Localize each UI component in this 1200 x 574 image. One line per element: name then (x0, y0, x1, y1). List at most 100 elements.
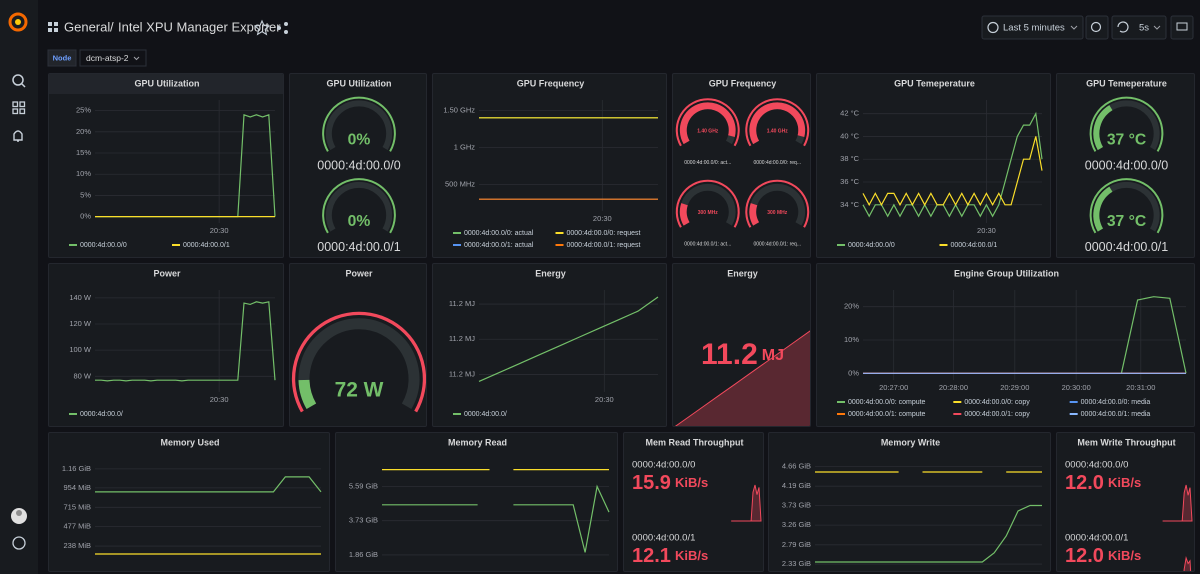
legend-label: 0000:4d:00.0/0: compute (848, 399, 926, 406)
series-name: 0000:4d:00.0/0 (632, 460, 695, 471)
y-tick-label: 3.73 GiB (782, 500, 811, 509)
breadcrumb-folder[interactable]: General (64, 19, 110, 34)
zoom-icon (1090, 21, 1102, 33)
gauge-threshold (1089, 96, 1164, 152)
panel-title: Engine Group Utilization (954, 268, 1059, 278)
stat-value: 12.0 KiB/s (1065, 472, 1141, 494)
star-button[interactable] (253, 19, 271, 36)
stat-number: 12.1 (632, 545, 671, 567)
panel[interactable]: Engine Group Utilization 0% 10% 20% 20:27:00… (816, 263, 1195, 427)
panel[interactable]: Memory Write 2.33 GiB 2.79 GiB 3.26 GiB 3.73… (768, 432, 1051, 572)
y-tick-label: 715 MiB (63, 502, 91, 511)
panel-canvas: Memory Used 238 MiB 477 MiB 715 MiB 954 MiB 1… (62, 437, 322, 555)
gauge-value (679, 203, 690, 226)
series-line (862, 111, 1043, 218)
y-tick-label: 120 W (69, 319, 92, 328)
panel[interactable]: Mem Read Throughput 0000:4d:00.0/0 15.9 KiB… (623, 432, 764, 572)
panel[interactable]: Energy 11.2 MJ 11.2 MJ 11.2 MJ 20:30 0000:4d:… (432, 263, 667, 427)
panel[interactable]: GPU Temeperature 34 °C 36 °C 38 °C 40 °C 42 °… (816, 73, 1051, 258)
caret (1070, 25, 1078, 30)
panel-canvas: Engine Group Utilization 0% 10% 20% 20:27:00… (837, 268, 1187, 418)
panel[interactable]: GPU Frequency 1.40 GHz 0000:4d:00.0/0: act… (672, 73, 811, 258)
panel[interactable]: GPU Utilization 0% 0000:4d:00.0/0 0% 0000:4d… (289, 73, 427, 258)
y-tick-label: 42 °C (840, 109, 859, 118)
alerting-icon[interactable] (13, 130, 23, 142)
panel-title: Energy (727, 268, 758, 278)
panel-canvas: Mem Read Throughput 0000:4d:00.0/015.9 KiB… (632, 437, 762, 567)
y-tick-label: 3.26 GiB (782, 520, 811, 529)
panel-canvas: Energy 11.2 MJ (674, 268, 810, 426)
panel[interactable]: Memory Read 1.86 GiB 3.73 GiB 5.59 GiB (335, 432, 618, 572)
series-line (478, 296, 659, 382)
panel[interactable]: GPU Temeperature 37 °C 0000:4d:00.0/0 37 °C… (1056, 73, 1195, 258)
share-button[interactable] (277, 22, 288, 34)
y-tick-label: 1 GHz (454, 142, 476, 151)
panel[interactable]: Power 72 W (289, 263, 427, 427)
variable-label: Node (53, 53, 72, 62)
gauge-value-label: 37 °C (1107, 131, 1146, 148)
panel-canvas: GPU Utilization 0% 0000:4d:00.0/0 0% 0000:4d… (317, 78, 400, 254)
gauge-name: 0000:4d:00.0/1: req... (753, 242, 801, 248)
series-line (95, 301, 276, 382)
stat-number: 11.2 (701, 338, 758, 371)
panel[interactable]: GPU Frequency 500 MHz 1 GHz 1.50 GHz 20:30 00… (432, 73, 667, 258)
x-tick-label: 20:30 (210, 226, 229, 235)
gauge-value-label: 1.40 GHz (767, 129, 789, 135)
x-tick-label: 20:28:00 (939, 383, 968, 392)
variable-value: dcm-atsp-2 (86, 53, 129, 63)
help-icon[interactable] (12, 536, 26, 550)
gauge-value-label: 1.40 GHz (697, 129, 719, 135)
refresh-picker[interactable] (1111, 15, 1167, 40)
legend-label: 0000:4d:00.0/1: request (567, 242, 641, 249)
panel-title: GPU Frequency (709, 78, 777, 88)
legend-label: 0000:4d:00.0/0: actual (464, 230, 534, 237)
y-tick-label: 80 W (73, 371, 91, 380)
tv-mode-button[interactable] (1170, 15, 1194, 40)
y-tick-label: 0% (80, 212, 91, 221)
gauge-value-label: 0% (348, 213, 371, 230)
y-tick-label: 15% (76, 148, 91, 157)
stat-value: 12.1 KiB/s (632, 545, 708, 567)
stat-value: 12.0 KiB/s (1065, 545, 1141, 567)
variable-select[interactable] (79, 49, 147, 67)
time-picker[interactable] (981, 15, 1084, 40)
y-tick-label: 238 MiB (63, 541, 91, 550)
y-tick-label: 11.2 MJ (449, 369, 475, 378)
panel[interactable]: Memory Used 238 MiB 477 MiB 715 MiB 954 MiB 1… (48, 432, 330, 572)
panel[interactable]: Power 80 W 100 W 120 W 140 W 20:30 0000:4d:00.… (48, 263, 284, 427)
panel[interactable]: Mem Write Throughput 0000:4d:00.0/0 12.0 Ki… (1056, 432, 1195, 572)
stat-unit: KiB/s (675, 548, 708, 563)
zoom-out-button[interactable] (1085, 15, 1109, 40)
dashboards-icon[interactable] (12, 101, 26, 115)
y-tick-label: 11.2 MJ (449, 334, 475, 343)
y-tick-label: 34 °C (840, 200, 859, 209)
caret (1153, 25, 1161, 30)
y-tick-label: 20% (844, 302, 859, 311)
dashboard-title[interactable]: Intel XPU Manager Exporter (118, 19, 281, 34)
legend-label: 0000:4d:00.0/0 (80, 242, 127, 249)
gauge-value-label: 72 W (335, 378, 384, 401)
y-tick-label: 477 MiB (63, 522, 91, 531)
panel[interactable]: GPU Utilization 0% 5% 10% 15% 20% 25% 20:30 0000… (48, 73, 284, 258)
gauge-value-label: 300 MHz (767, 210, 788, 216)
y-tick-label: 1.50 GHz (443, 105, 475, 114)
series-name: 0000:4d:00.0/1 (1065, 533, 1128, 544)
x-tick-label: 20:27:00 (879, 383, 908, 392)
gauge-name: 0000:4d:00.0/0: req... (753, 160, 801, 166)
panel-title: Memory Used (160, 437, 219, 447)
panel-title: Power (153, 268, 181, 278)
y-tick-label: 4.66 GiB (782, 462, 811, 471)
panel[interactable]: Energy 11.2 MJ (672, 263, 811, 427)
breadcrumb-separator: / (110, 19, 114, 34)
gauge-threshold (1089, 178, 1164, 234)
user-avatar[interactable] (11, 508, 27, 524)
gauge-threshold (322, 96, 396, 152)
y-tick-label: 500 MHz (445, 179, 475, 188)
y-tick-label: 36 °C (840, 177, 859, 186)
series-name: 0000:4d:00.0/1 (632, 533, 695, 544)
search-icon[interactable] (12, 74, 26, 88)
gauge-value (298, 379, 317, 410)
panel-title: Energy (535, 268, 566, 278)
grafana-logo[interactable] (8, 12, 28, 32)
